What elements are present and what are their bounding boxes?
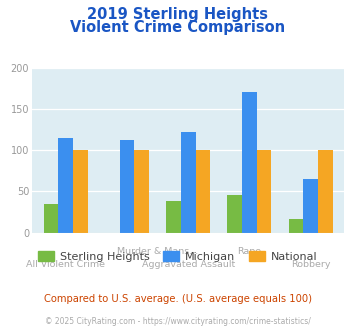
Bar [58, 138, 73, 233]
Bar [134, 150, 149, 233]
Text: Compared to U.S. average. (U.S. average equals 100): Compared to U.S. average. (U.S. average … [44, 294, 311, 304]
Bar [120, 140, 134, 233]
Bar [257, 150, 272, 233]
Bar [166, 201, 181, 233]
Bar [303, 179, 318, 233]
Bar [318, 150, 333, 233]
Text: All Violent Crime: All Violent Crime [26, 260, 105, 269]
Bar [242, 92, 257, 233]
Text: © 2025 CityRating.com - https://www.cityrating.com/crime-statistics/: © 2025 CityRating.com - https://www.city… [45, 317, 310, 326]
Bar [73, 150, 88, 233]
Text: Aggravated Assault: Aggravated Assault [142, 260, 235, 269]
Bar [181, 132, 196, 233]
Text: 2019 Sterling Heights: 2019 Sterling Heights [87, 7, 268, 21]
Bar [289, 219, 303, 233]
Text: Violent Crime Comparison: Violent Crime Comparison [70, 20, 285, 35]
Bar [196, 150, 210, 233]
Bar [44, 204, 58, 233]
Text: Robbery: Robbery [291, 260, 331, 269]
Bar [227, 195, 242, 233]
Text: Murder & Mans...: Murder & Mans... [117, 248, 198, 256]
Legend: Sterling Heights, Michigan, National: Sterling Heights, Michigan, National [33, 247, 322, 267]
Text: Rape: Rape [237, 248, 262, 256]
